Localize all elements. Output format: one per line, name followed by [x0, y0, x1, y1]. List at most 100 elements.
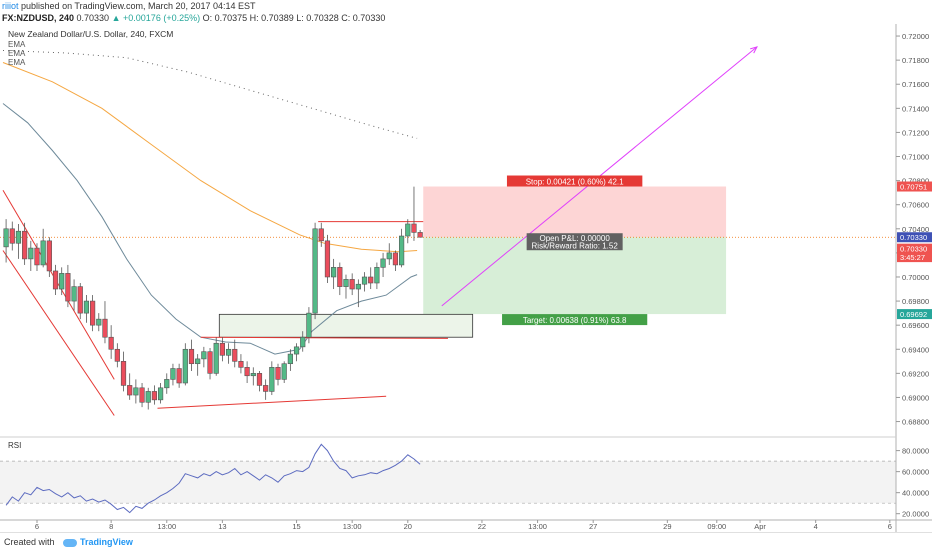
candle-body	[318, 228, 324, 242]
candle-body	[176, 368, 182, 384]
candle-body	[219, 342, 225, 356]
candle-body	[225, 348, 232, 356]
candle-body	[188, 348, 195, 365]
candle-body	[386, 252, 392, 260]
candle-body	[59, 273, 65, 290]
candle-body	[170, 368, 176, 380]
candle-body	[324, 240, 331, 278]
rsi-tick-label: 80.0000	[902, 447, 929, 456]
price-tick-label: 0.71800	[902, 56, 929, 65]
box-base-line	[200, 336, 448, 339]
candle-body	[256, 373, 263, 386]
created-with-label: Created with	[4, 537, 55, 547]
price-label-bg	[897, 243, 932, 254]
time-tick-label: 8	[109, 522, 113, 531]
candle-body	[392, 252, 399, 266]
candle-body	[65, 273, 71, 302]
price-label-bg	[897, 232, 932, 243]
rsi-tick-label: 20.0000	[902, 510, 929, 519]
symbol-name: FX:NZDUSD, 240	[2, 13, 75, 23]
price-tick-label: 0.70600	[902, 201, 929, 210]
candle-body	[120, 361, 127, 386]
price-label: 3:45:27	[900, 253, 925, 262]
indicator-label: EMA	[8, 58, 26, 67]
candle-body	[213, 342, 219, 374]
rsi-line	[5, 443, 421, 514]
candle-body	[83, 300, 90, 314]
candle-body	[293, 346, 300, 355]
ohlc-low: L: 0.70328	[296, 13, 339, 23]
price-tick-label: 0.69800	[902, 297, 929, 306]
candle-body	[77, 286, 83, 314]
candle-body	[337, 267, 343, 287]
last-price: 0.70330	[76, 13, 110, 23]
candle-body	[28, 247, 34, 260]
support-line	[157, 395, 387, 409]
price-tick-label: 0.70800	[902, 177, 929, 186]
rsi-band-fill	[0, 461, 896, 504]
candle-body	[133, 387, 139, 396]
main-pane: Stop: 0.00421 (0.60%) 42.1 Target: 0.0063…	[0, 46, 896, 416]
risk-reward-label: Risk/Reward Ratio: 1.52	[532, 242, 619, 251]
price-tick-label: 0.68800	[902, 418, 929, 427]
candle-body	[46, 240, 52, 272]
time-tick-label: 13	[218, 522, 226, 531]
price-change: +0.00176 (+0.25%)	[123, 13, 201, 23]
candle-body	[263, 385, 269, 392]
candle-body	[201, 351, 207, 360]
ohlc-open: O: 0.70375	[202, 13, 248, 23]
projection-arrow-head	[750, 46, 758, 54]
price-label: 0.70330	[900, 233, 927, 242]
time-tick-label: 6	[888, 522, 892, 531]
candle-body	[71, 286, 77, 302]
candle-body	[9, 228, 15, 244]
rsi-pane	[0, 443, 896, 514]
price-label: 0.69692	[900, 310, 927, 319]
price-tick-label: 0.72000	[902, 32, 929, 41]
rsi-title: RSI	[8, 441, 21, 450]
candle-body	[114, 348, 120, 362]
price-tick-label: 0.70000	[902, 273, 929, 282]
candle-body	[157, 387, 164, 401]
time-tick-label: Apr	[754, 522, 766, 531]
candle-body	[40, 240, 46, 266]
time-tick-label: 4	[814, 522, 818, 531]
time-tick-label: 29	[663, 522, 671, 531]
price-tick-label: 0.71600	[902, 80, 929, 89]
candle-body	[151, 391, 158, 401]
price-label-bg	[897, 181, 932, 192]
candle-body	[380, 258, 386, 268]
candle-body	[287, 353, 293, 365]
stop-label: Stop: 0.00421 (0.60%) 42.1	[526, 178, 624, 187]
footer: Created with TradingView	[0, 532, 932, 551]
candle-body	[244, 367, 250, 377]
change-arrow-icon: ▲	[111, 13, 121, 23]
candle-body	[90, 300, 96, 326]
publisher-username[interactable]: riiiot	[2, 1, 19, 11]
time-tick-label: 20	[404, 522, 412, 531]
time-tick-label: 15	[292, 522, 300, 531]
candle-body	[417, 232, 423, 238]
tradingview-brand[interactable]: TradingView	[80, 537, 133, 547]
rsi-tick-label: 60.0000	[902, 468, 929, 477]
time-tick-label: 13:00	[343, 522, 362, 531]
candle-body	[15, 230, 22, 244]
target-label-bg	[502, 314, 648, 326]
time-tick-label: 6	[35, 522, 39, 531]
ema-slow-line	[2, 62, 418, 253]
price-chart[interactable]: Stop: 0.00421 (0.60%) 42.1 Target: 0.0063…	[0, 24, 932, 532]
rsi-tick-label: 40.0000	[902, 489, 929, 498]
instrument-title: New Zealand Dollar/U.S. Dollar, 240, FXC…	[8, 29, 173, 39]
candle-body	[108, 336, 114, 350]
candle-body	[102, 318, 108, 338]
publish-info: published on TradingView.com, March 20, …	[21, 1, 256, 11]
candle-body	[238, 361, 244, 368]
candle-body	[306, 312, 312, 338]
price-label: 0.70330	[900, 245, 927, 254]
candle-body	[399, 235, 405, 266]
symbol-info-line: FX:NZDUSD, 240 0.70330 ▲ +0.00176 (+0.25…	[0, 12, 932, 24]
candle-body	[405, 223, 411, 237]
time-tick-label: 13:00	[157, 522, 176, 531]
time-tick-label: 13:00	[528, 522, 547, 531]
ohlc-close: C: 0.70330	[341, 13, 386, 23]
